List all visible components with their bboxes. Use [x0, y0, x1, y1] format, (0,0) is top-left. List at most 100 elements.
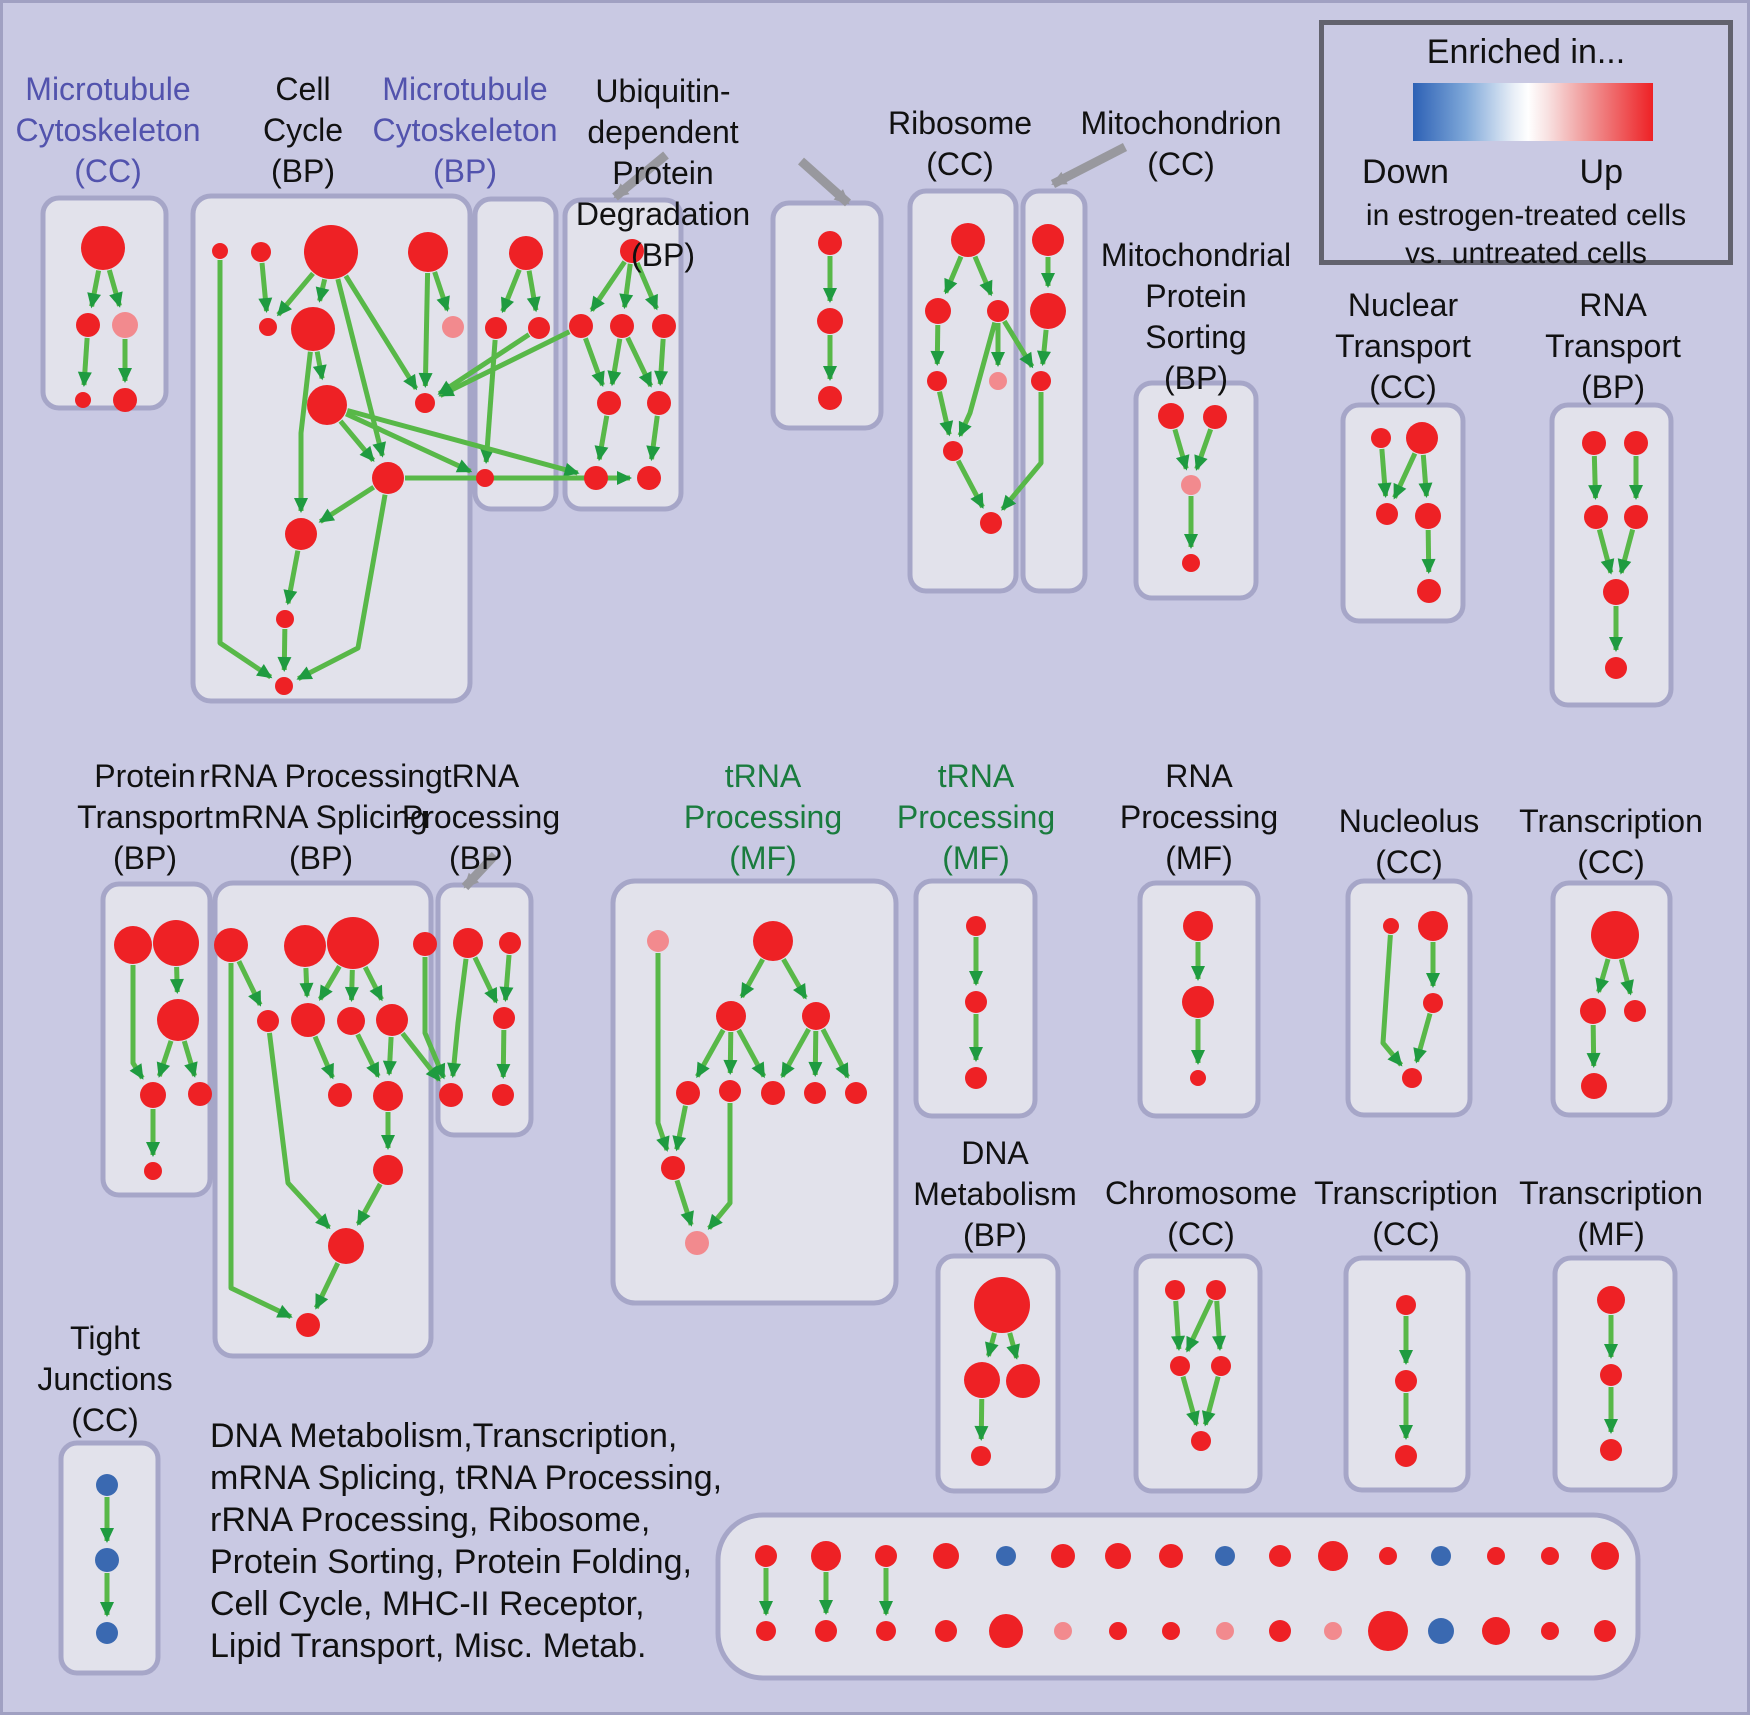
microtubule-cytoskeleton-cc-node-1	[76, 313, 100, 337]
rna-transport-bp-node-3	[1624, 505, 1648, 529]
misc-categories-strip-node-3	[815, 1620, 837, 1642]
edge-arrow	[1002, 319, 1035, 369]
ubiquitin-degradation-main-node-6	[584, 466, 608, 490]
misc-categories-strip-node-15	[1162, 1622, 1180, 1640]
cell-cycle-bp-node-10	[285, 518, 317, 550]
edge-arrow	[317, 965, 342, 1002]
edge-arrow	[181, 1040, 198, 1078]
rrna-processing-mrna-splicing-bp-node-9	[373, 1081, 403, 1111]
edge-arrow	[1377, 448, 1392, 499]
chromosome-cc-node-0	[1165, 1280, 1185, 1300]
edge-arrow	[1596, 528, 1615, 575]
rrna-processing-mrna-splicing-bp-node-0	[214, 928, 248, 962]
cell-cycle-bp-node-12	[275, 677, 293, 695]
nucleolus-cc-node-1	[1418, 911, 1448, 941]
misc-categories-strip-node-31	[1594, 1620, 1616, 1642]
label-pointer-arrow	[1050, 142, 1128, 189]
edge-arrow	[707, 1103, 733, 1230]
trna-processing-mf-small-node-1	[965, 991, 987, 1013]
ubiquitin-degradation-chain-node-2	[818, 386, 842, 410]
microtubule-cytoskeleton-cc-box	[40, 195, 169, 411]
edge-arrow	[87, 270, 102, 309]
misc-categories-strip-node-12	[1105, 1543, 1131, 1569]
edge-arrow	[315, 278, 330, 303]
misc-categories-strip-node-16	[1215, 1546, 1235, 1566]
nucleolus-cc-node-0	[1383, 918, 1399, 934]
edge-arrow	[228, 963, 293, 1320]
cell-cycle-bp-node-8	[415, 393, 435, 413]
dna-metabolism-bp-node-2	[1006, 1364, 1040, 1398]
trna-processing-mf-large-node-3	[802, 1002, 830, 1030]
cell-cycle-bp-node-2	[304, 225, 358, 279]
microtubule-cytoskeleton-cc-node-0	[81, 226, 125, 270]
misc-categories-strip-node-26	[1487, 1547, 1505, 1565]
rna-processing-mf-node-0	[1183, 911, 1213, 941]
edge-arrow	[422, 957, 446, 1080]
cell-cycle-bp-node-4	[259, 318, 277, 336]
cell-cycle-bp-node-9	[372, 462, 404, 494]
microtubule-cytoskeleton-cc-node-4	[113, 388, 137, 412]
edge-arrow	[106, 269, 123, 308]
microtubule-cytoskeleton-bp-node-3	[476, 469, 494, 487]
edge-arrow	[1380, 934, 1404, 1067]
misc-categories-strip-node-9	[989, 1614, 1023, 1648]
edge-arrow	[974, 1398, 989, 1442]
misc-categories-strip-node-28	[1541, 1547, 1559, 1565]
transcription-cc-middle-node-1	[1580, 998, 1606, 1024]
dna-metabolism-bp-node-1	[964, 1362, 1000, 1398]
edge-arrow	[472, 956, 499, 1004]
edge-arrow	[499, 954, 514, 1003]
edge-arrow	[400, 1031, 442, 1082]
trna-processing-mf-small-node-2	[965, 1067, 987, 1089]
edge-arrow	[583, 337, 605, 388]
ubiquitin-degradation-chain-node-0	[818, 231, 842, 255]
transcription-mf-node-2	[1600, 1439, 1622, 1461]
mitochondrion-cc-node-0	[1032, 224, 1064, 256]
trna-processing-mf-small-node-0	[966, 916, 986, 936]
label-pointer-arrow	[612, 151, 669, 201]
edge-arrow	[312, 351, 327, 381]
misc-categories-strip-node-5	[876, 1621, 896, 1641]
rrna-processing-mrna-splicing-bp-node-12	[296, 1313, 320, 1337]
edge-arrow	[346, 408, 580, 477]
ribosome-cc-node-4	[989, 372, 1007, 390]
cell-cycle-bp-node-11	[276, 610, 294, 628]
trna-processing-mf-large-node-1	[753, 921, 793, 961]
edge-arrow	[1413, 1012, 1433, 1064]
misc-text-line: Protein Sorting, Protein Folding,	[210, 1543, 692, 1581]
edge-arrow	[418, 272, 433, 389]
edge-arrow	[432, 271, 450, 312]
trna-processing-mf-large-node-4	[676, 1081, 700, 1105]
rna-transport-bp-node-2	[1584, 505, 1608, 529]
misc-categories-strip-node-23	[1368, 1611, 1408, 1651]
ubiquitin-degradation-main-node-1	[569, 314, 593, 338]
edge-arrow	[736, 1028, 767, 1079]
edge-arrow	[296, 494, 388, 681]
rna-processing-mf-node-1	[1182, 986, 1214, 1018]
cell-cycle-bp-node-5	[291, 307, 335, 351]
edge-arrow	[820, 1028, 850, 1079]
edge-arrow	[634, 261, 659, 311]
misc-categories-strip-node-4	[875, 1545, 897, 1567]
trna-processing-mf-large-node-5	[719, 1080, 741, 1102]
microtubule-cytoskeleton-bp-node-2	[528, 317, 550, 339]
edge-arrow	[1180, 1375, 1200, 1427]
cell-cycle-bp-node-3	[408, 232, 448, 272]
trna-processing-bp-node-2	[493, 1007, 515, 1029]
edge-arrow	[955, 459, 985, 509]
edge-arrow	[345, 411, 473, 474]
edge-arrow	[674, 1179, 694, 1227]
ubiquitin-degradation-main-node-7	[637, 466, 661, 490]
chromosome-cc-box	[1133, 1253, 1263, 1494]
edge-arrow	[1171, 1300, 1186, 1352]
nuclear-transport-cc-node-1	[1406, 422, 1438, 454]
edge-arrow	[526, 270, 541, 313]
misc-categories-strip-node-25	[1428, 1618, 1454, 1644]
edge-arrow	[382, 1036, 397, 1077]
edge-arrow	[972, 255, 994, 297]
dna-metabolism-bp-node-0	[974, 1277, 1030, 1333]
edge-arrow	[277, 628, 292, 673]
misc-categories-strip-node-18	[1269, 1545, 1291, 1567]
label-pointer-arrow	[461, 851, 499, 891]
microtubule-cytoskeleton-cc-node-2	[112, 312, 138, 338]
